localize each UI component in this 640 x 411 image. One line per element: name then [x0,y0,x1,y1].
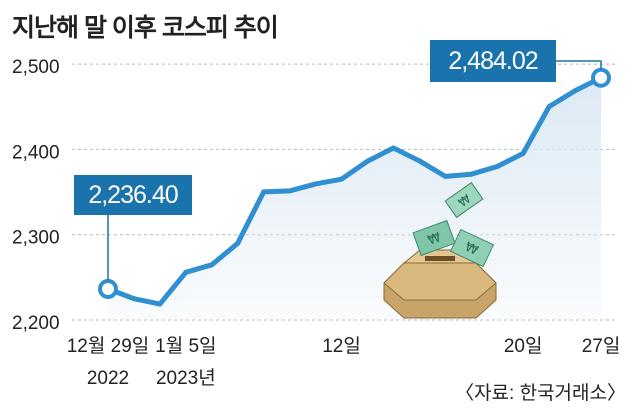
x-tick-sublabel: 2023년 [156,367,216,389]
data-point [442,173,448,179]
series-line [105,75,604,307]
data-point [183,269,189,275]
y-tick-label: 2,200 [12,313,60,334]
data-point [364,158,370,164]
data-point [572,88,578,94]
data-point [494,164,500,170]
x-tick-sublabel: 2022 [87,368,129,389]
svg-text:₩: ₩ [462,240,480,259]
x-tick-label: 20일 [504,335,543,357]
data-point [131,296,137,302]
x-tick-label: 27일 [582,335,621,357]
y-tick-label: 2,500 [12,57,60,78]
start-value-callout: 2,236.40 [74,175,192,215]
data-point [313,181,319,187]
data-point [157,301,163,307]
data-point [339,176,345,182]
endpoint-marker [98,278,118,299]
data-point [416,158,422,164]
end-value-callout: 2,484.02 [430,40,556,82]
data-point [209,262,215,268]
x-tick-label: 1월 5일 [155,335,216,357]
svg-text:₩: ₩ [426,230,443,249]
data-point [390,145,396,151]
end-callout-leader [556,60,602,70]
y-tick-label: 2,400 [12,142,60,163]
money-box-icon: ₩₩₩ [383,181,497,319]
data-point [520,150,526,156]
data-point [235,240,241,246]
data-point [261,189,267,195]
endpoint-marker [591,67,611,88]
source-note: 〈자료: 한국거래소〉 [455,383,626,404]
data-point [287,188,293,194]
x-tick-label: 12일 [322,335,361,357]
data-point [468,171,474,177]
data-point [546,104,552,110]
y-tick-label: 2,300 [12,228,60,249]
x-tick-label: 12월 29일 [67,335,150,357]
chart-title: 지난해 말 이후 코스피 추이 [12,14,279,42]
